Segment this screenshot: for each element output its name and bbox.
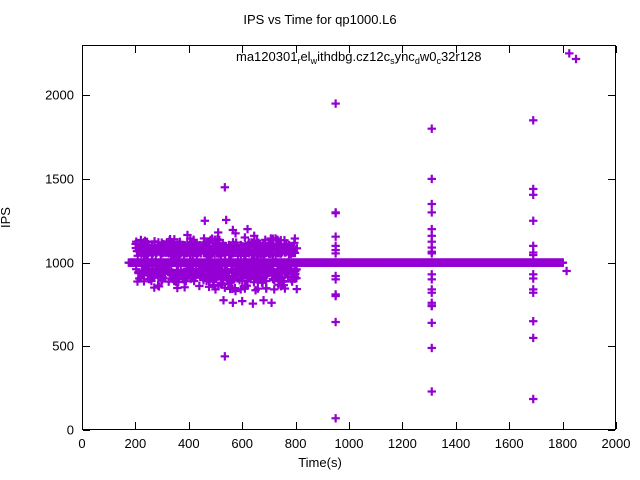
x-axis-tick-mark	[242, 422, 244, 429]
legend-subscript: r	[297, 56, 301, 66]
x-axis-tick-mark	[349, 422, 350, 429]
x-axis-tick-mark	[295, 422, 297, 429]
x-axis-tick-mark	[295, 46, 297, 53]
x-axis-tick-label: 1600	[494, 436, 524, 451]
y-axis-tick-mark	[608, 178, 615, 180]
y-axis-tick-mark	[608, 430, 615, 431]
x-axis-tick-mark	[242, 46, 244, 53]
x-axis-tick-mark	[455, 46, 457, 53]
legend-plus-marker-icon	[571, 54, 581, 64]
x-axis-tick-mark	[562, 46, 564, 53]
y-axis-tick-mark	[608, 95, 615, 97]
x-axis-tick-label: 200	[124, 436, 147, 451]
legend-subscript: d	[414, 56, 420, 66]
x-axis-tick-label: 1200	[387, 436, 417, 451]
x-axis-tick-mark	[616, 46, 617, 53]
y-axis-tick-label: 1500	[45, 171, 74, 187]
x-axis-tick-mark	[562, 422, 564, 429]
y-axis-label: IPS	[0, 207, 13, 228]
y-axis-tick-mark	[83, 95, 90, 97]
x-axis-tick-mark	[402, 46, 404, 53]
legend-subscript: s	[390, 56, 395, 66]
x-axis-tick-mark	[455, 422, 457, 429]
y-axis-tick-mark	[83, 262, 90, 264]
legend-text: 32r128	[440, 49, 482, 64]
legend-text: el	[300, 49, 311, 64]
legend-subscript: w	[310, 56, 318, 66]
legend-text: ithdbg.cz12c	[317, 49, 391, 64]
x-axis-tick-label: 600	[231, 436, 254, 451]
x-axis-tick-label: 1000	[334, 436, 364, 451]
x-axis-tick-mark	[509, 422, 511, 429]
legend-text: ync	[394, 49, 415, 64]
x-axis-tick-label: 0	[78, 436, 86, 451]
x-axis-tick-mark	[402, 422, 404, 429]
y-axis-tick-mark	[83, 430, 90, 431]
x-axis-tick-mark	[135, 46, 137, 53]
x-axis-label: Time(s)	[298, 455, 342, 470]
x-axis-tick-mark	[82, 422, 83, 429]
x-axis-tick-mark	[82, 46, 83, 53]
legend-entry-label: ma120301relwithdbg.cz12csyncdw0c32r128	[236, 49, 482, 66]
y-axis-tick-mark	[83, 346, 90, 348]
y-axis-tick-label: 1000	[45, 255, 74, 271]
y-axis-tick-mark	[83, 178, 90, 180]
y-axis-tick-label: 500	[52, 338, 74, 354]
y-axis-tick-mark	[608, 262, 615, 264]
x-axis-tick-label: 800	[284, 436, 307, 451]
chart-title: IPS vs Time for qp1000.L6	[243, 12, 397, 27]
x-axis-tick-label: 400	[177, 436, 200, 451]
legend-text: ma120301	[236, 49, 298, 64]
y-axis-tick-mark	[608, 346, 615, 348]
x-axis-tick-mark	[188, 422, 190, 429]
x-axis-tick-mark	[616, 422, 617, 429]
x-axis-tick-label: 2000	[601, 436, 631, 451]
x-axis-tick-mark	[135, 422, 137, 429]
legend-text: w0	[419, 49, 437, 64]
y-axis-tick-label: 0	[66, 422, 74, 438]
legend-subscript: c	[436, 56, 441, 66]
x-axis-tick-label: 1800	[548, 436, 578, 451]
x-axis-tick-label: 1400	[441, 436, 471, 451]
x-axis-tick-mark	[188, 46, 190, 53]
plot-frame	[82, 45, 616, 430]
x-axis-tick-mark	[349, 46, 350, 53]
x-axis-tick-mark	[509, 46, 511, 53]
y-axis-tick-label: 2000	[45, 87, 74, 103]
